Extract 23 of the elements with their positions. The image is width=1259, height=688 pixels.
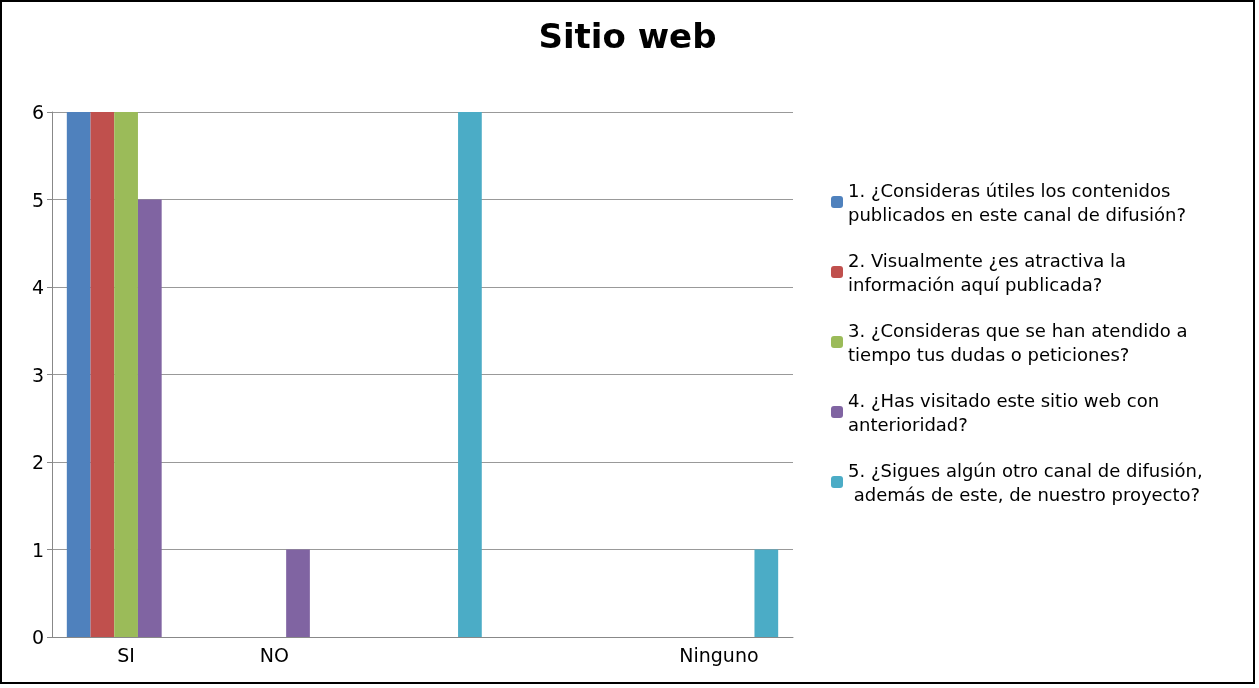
y-tick-label: 4 bbox=[31, 276, 44, 298]
bar bbox=[66, 112, 91, 637]
x-tick-label: NO bbox=[259, 643, 289, 666]
y-tick-label: 1 bbox=[31, 538, 44, 561]
legend-label: 3. ¿Consideras que se han atendido a tiempo tus dudas o peticiones? bbox=[848, 319, 1194, 365]
chart-title: Sitio web bbox=[538, 16, 717, 56]
bar bbox=[286, 549, 310, 637]
legend-label: 4. ¿Has visitado este sitio web con anterioridad? bbox=[848, 389, 1165, 435]
x-tick-label: SI bbox=[117, 643, 135, 666]
x-tick-label: Ninguno bbox=[679, 643, 759, 666]
legend-label: 2. Visualmente ¿es atractiva la información aquí publicada? bbox=[848, 249, 1132, 295]
y-tick-label: 3 bbox=[31, 363, 44, 386]
y-tick-label: 2 bbox=[31, 451, 44, 473]
bar bbox=[90, 112, 115, 637]
y-tick-label: 0 bbox=[31, 626, 44, 648]
legend-label: 5. ¿Sigues algún otro canal de difusión, además de este, de nuestro proyecto? bbox=[848, 459, 1203, 505]
bar bbox=[137, 199, 162, 637]
bar bbox=[114, 112, 138, 637]
bar bbox=[754, 549, 779, 637]
y-tick-label: 5 bbox=[31, 188, 44, 211]
bar bbox=[458, 112, 482, 637]
y-tick-label: 6 bbox=[31, 101, 44, 123]
legend-label: 1. ¿Consideras útiles los contenidos publicados en este canal de difusión? bbox=[848, 179, 1187, 225]
